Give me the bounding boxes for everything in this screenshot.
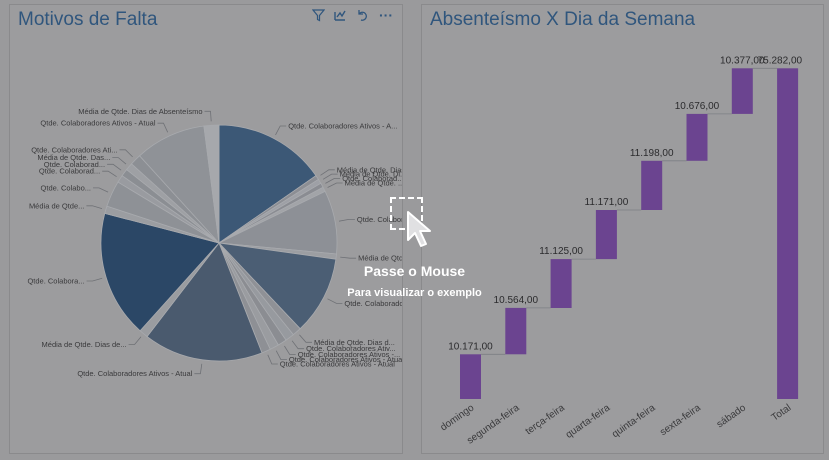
waterfall-data-label: 10.171,00 [448, 341, 493, 352]
pie-slice-label: Média de Qtde. Dias de Absenteísmo [78, 107, 202, 116]
pie-slice[interactable] [217, 242, 337, 330]
waterfall-bar[interactable] [595, 210, 617, 260]
waterfall-category-label: quarta-feira [564, 402, 613, 441]
pie-slice-label: Qtde. Colabora... [27, 277, 84, 286]
pie-leader-line [112, 157, 127, 165]
pie-slice-label: Qtde. Colaborad... [39, 167, 100, 176]
pie-leader-line [107, 163, 122, 171]
waterfall-category-label: Total [770, 402, 794, 423]
pie-leader-line [338, 218, 355, 222]
waterfall-data-label: 10.676,00 [675, 101, 720, 112]
visual-toolbar: ··· [310, 7, 396, 23]
waterfall-bar[interactable] [731, 68, 753, 114]
pie-slice-label: Qtde. Colaboradores Ativos - Atual [280, 360, 395, 369]
waterfall-data-label: 11.198,00 [630, 148, 674, 159]
pie-leader-line [284, 345, 296, 355]
motivos-de-falta-panel: Motivos de Falta ··· Qtde. Colaboradores… [9, 4, 403, 454]
pie-slice[interactable] [218, 124, 317, 244]
pie-leader-line [340, 256, 357, 259]
waterfall-category-label: terça-feira [524, 402, 568, 437]
waterfall-category-label: domingo [438, 402, 476, 433]
pie-leader-line [275, 125, 287, 136]
pie-slice-label: Média de Qtde... [29, 201, 84, 210]
pie-slice-label: Média de Qtde. Dias d... [314, 338, 395, 347]
absenteismo-dia-semana-panel: Absenteísmo X Dia da Semana 10.171,00 dom… [421, 4, 824, 454]
pie-slice[interactable] [203, 124, 220, 244]
pie-slice-label: Qtde. Colabo... [41, 183, 91, 192]
pie-leader-line [267, 354, 278, 365]
waterfall-category-label: sexta-feira [658, 402, 703, 438]
focus-mode-icon[interactable] [332, 7, 348, 23]
pie-slice-label: Qtde. Colaborad... [44, 160, 105, 169]
pie-chart: Qtde. Colaboradores Ativos - A... Média d… [27, 107, 402, 378]
pie-slice-label: Média de Qtde. Das... [37, 153, 110, 162]
waterfall-data-label: 10.377,00 [720, 55, 765, 66]
pie-slice-label: Qtde. Colaboradores Ativos - Atual [40, 119, 155, 128]
pie-slice[interactable] [146, 242, 263, 362]
pie-slice-label: Qtde. Colaborad... [342, 174, 402, 183]
pie-slice-label: Média de Qtde. ... [358, 254, 402, 263]
waterfall-data-label: 11.125,00 [539, 246, 583, 257]
pie-slice-label: Qtde. Colabor... [357, 215, 402, 224]
pie-leader-line [119, 149, 133, 158]
undo-icon[interactable] [354, 7, 370, 23]
pie-leader-line [322, 173, 338, 180]
pie-slice-label: Qtde. Colaboradores Ati... [31, 145, 117, 154]
filter-icon[interactable] [310, 7, 326, 23]
pie-slice-label: Média de Qtde. Di... [340, 170, 402, 179]
pie-leader-line [86, 277, 103, 282]
pie-leader-line [275, 350, 287, 361]
waterfall-bar[interactable] [777, 68, 799, 400]
waterfall-category-label: quinta-feira [610, 402, 658, 440]
pie-slice-label: Qtde. Colaboradores Ativ... [306, 344, 396, 353]
pie-leader-line [194, 363, 203, 375]
pie-leader-line [86, 205, 103, 209]
pie-leader-line [327, 182, 343, 188]
pie-leader-line [291, 340, 305, 350]
waterfall-bar[interactable] [505, 307, 527, 355]
pie-leader-line [102, 170, 117, 178]
waterfall-chart: 10.171,00domingo10.564,00segunda-feira11… [438, 55, 803, 446]
pie-leader-line [157, 122, 169, 133]
pie-slice-label: Média de Qtde. Dias ... [337, 165, 402, 174]
waterfall-data-label: 75.282,00 [758, 55, 803, 66]
pie-slice-label: Qtde. Colaborado... [344, 299, 402, 308]
waterfall-data-label: 10.564,00 [494, 295, 539, 306]
pie-slice-label: Qtde. Colaboradores Ativos - Atual [289, 355, 402, 364]
pie-leader-line [299, 334, 312, 343]
waterfall-category-label: sábado [715, 402, 749, 430]
pie-leader-line [320, 169, 335, 176]
waterfall-chart-title: Absenteísmo X Dia da Semana [430, 9, 696, 30]
pie-slice-label: Média de Qtde. ... [345, 179, 402, 188]
pie-leader-line [325, 178, 341, 184]
waterfall-bar[interactable] [686, 113, 708, 161]
pie-chart-title: Motivos de Falta [18, 9, 158, 30]
pie-slice-label: Média de Qtde. Dias de... [42, 340, 127, 349]
waterfall-bar[interactable] [641, 160, 663, 210]
pie-leader-line [327, 298, 343, 304]
pie-slice-label: Qtde. Colaboradores Ativos - Atual [77, 369, 192, 378]
waterfall-bar[interactable] [460, 354, 481, 399]
pie-slice-label: Qtde. Colaboradores Ativos - A... [288, 122, 397, 131]
waterfall-bar[interactable] [550, 259, 572, 308]
pie-slice[interactable] [100, 212, 220, 332]
waterfall-data-label: 11.171,00 [585, 197, 629, 208]
pie-leader-line [128, 336, 142, 345]
more-options-icon[interactable]: ··· [379, 7, 393, 23]
pie-leader-line [204, 110, 212, 122]
pie-leader-line [93, 187, 109, 193]
pie-slice-label: Qtde. Colaboradores Ativos -... [298, 350, 401, 359]
